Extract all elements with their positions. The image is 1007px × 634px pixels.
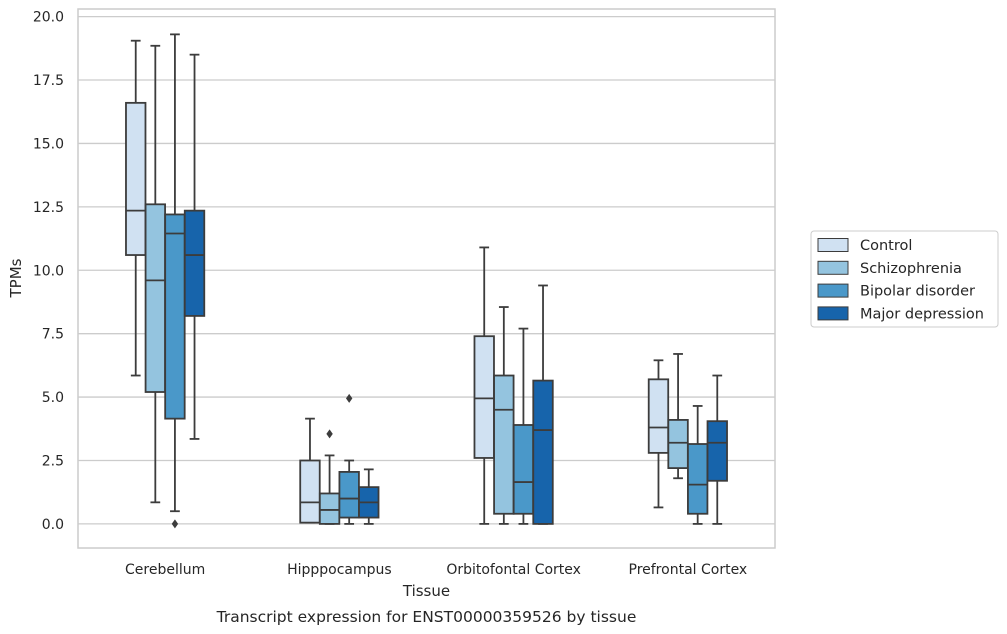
legend-label: Schizophrenia: [860, 261, 962, 277]
iqr-box: [125, 101, 147, 256]
iqr-box: [144, 203, 166, 393]
legend-swatch: [817, 283, 849, 298]
outlier-marker: [345, 393, 353, 403]
iqr-box: [164, 213, 186, 420]
box-3-3: [706, 374, 728, 525]
iqr-box: [493, 374, 515, 515]
y-tick-label: 17.5: [33, 73, 64, 89]
iqr-box: [318, 492, 341, 525]
x-tick-label: Orbitofontal Cortex: [446, 562, 581, 578]
x-axis-label: Tissue: [402, 582, 450, 600]
iqr-box: [473, 335, 495, 459]
box-1-0: [299, 417, 321, 524]
y-tick-label: 20.0: [33, 10, 64, 26]
box-2-0: [473, 246, 495, 525]
iqr-box: [183, 209, 206, 317]
legend: Control Schizophrenia Bipolar disorder Majo…: [810, 230, 999, 328]
iqr-box: [512, 424, 535, 515]
box-0-1: [144, 44, 166, 504]
x-tick-label: Hipppocampus: [287, 562, 392, 578]
box-1-3: [358, 468, 380, 525]
box-1-1: [318, 429, 341, 525]
box-2-2: [512, 327, 535, 525]
iqr-box: [667, 419, 689, 470]
x-tick-label: Cerebellum: [125, 562, 205, 578]
legend-label: Control: [860, 238, 912, 254]
y-tick-label: 10.0: [33, 263, 64, 279]
y-tick-labels: 0.0 2.5 5.0 7.5 10.0 12.5 15.0 17.5 20.0: [33, 10, 64, 533]
box-0-3: [183, 53, 206, 440]
legend-swatch: [817, 306, 849, 321]
x-tick-label: Prefrontal Cortex: [629, 562, 748, 578]
iqr-box: [687, 443, 709, 515]
y-tick-label: 5.0: [42, 390, 64, 406]
iqr-box: [338, 471, 360, 519]
y-tick-label: 7.5: [42, 327, 64, 343]
y-tick-label: 12.5: [33, 200, 64, 216]
iqr-box: [647, 378, 670, 454]
box-2-3: [532, 284, 554, 525]
iqr-box: [299, 459, 321, 524]
box-3-1: [667, 353, 689, 480]
x-tick-labels: Cerebellum Hipppocampus Orbitofontal Corte…: [125, 562, 747, 578]
box-3-0: [647, 359, 670, 509]
y-tick-label: 0.0: [42, 517, 64, 533]
iqr-box: [532, 379, 554, 525]
legend-label: Bipolar disorder: [860, 284, 975, 300]
box-1-2: [338, 393, 360, 525]
legend-frame: [810, 230, 999, 328]
box-2-1: [493, 306, 515, 525]
y-axis-label: TPMs: [7, 258, 25, 298]
y-tick-label: 2.5: [42, 453, 64, 469]
chart-caption: Transcript expression for ENST0000035952…: [216, 608, 637, 626]
legend-label: Major depression: [860, 306, 984, 322]
box-plot-marks: [125, 33, 728, 529]
legend-swatch: [817, 260, 849, 275]
box-0-0: [125, 39, 147, 377]
box-0-2: [164, 33, 186, 529]
legend-swatch: [817, 238, 849, 252]
y-tick-label: 15.0: [33, 136, 64, 152]
box-3-2: [687, 405, 709, 525]
outlier-marker: [326, 429, 333, 439]
plot-area-frame: [77, 8, 776, 549]
outlier-marker: [171, 519, 179, 529]
iqr-box: [706, 420, 728, 482]
